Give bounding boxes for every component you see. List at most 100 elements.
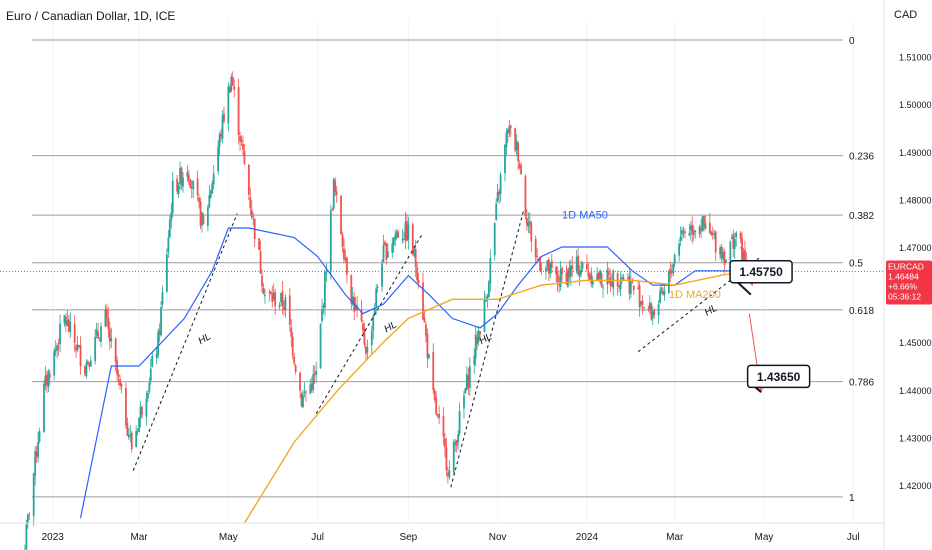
candle-body	[139, 406, 142, 418]
candle-body	[220, 133, 222, 137]
candle-body	[283, 307, 285, 310]
price-tag-countdown: 05:36:12	[888, 292, 921, 302]
candle-body	[141, 407, 143, 415]
candle-body	[678, 243, 681, 256]
candle-body	[44, 375, 47, 386]
candle-body	[26, 514, 29, 524]
candle-body	[559, 269, 562, 288]
candle-body	[411, 224, 414, 255]
candle-body	[288, 295, 291, 325]
candle-body	[56, 345, 59, 351]
candle-body	[228, 87, 231, 93]
candle-body	[305, 391, 307, 393]
candle-body	[610, 282, 613, 287]
candle-body	[300, 393, 303, 407]
candle-body	[221, 115, 224, 139]
candle-body	[48, 373, 51, 379]
trendline	[637, 256, 762, 353]
candle-body	[517, 142, 520, 162]
candle-body	[527, 222, 530, 227]
currency-label[interactable]: CAD	[894, 9, 918, 21]
candle-body	[78, 345, 80, 347]
ma50-line	[79, 227, 747, 519]
candle-body	[489, 258, 492, 284]
candle-body	[94, 336, 97, 362]
candle-body	[602, 287, 604, 289]
candle-body	[247, 164, 250, 195]
candle-body	[618, 285, 621, 288]
candle-body	[550, 260, 553, 269]
candle-body	[520, 165, 522, 175]
candle-body	[75, 345, 78, 351]
candle-body	[667, 271, 670, 294]
candle-body	[588, 275, 591, 280]
candle-body	[201, 212, 203, 226]
callout-label: 1.45750	[739, 265, 783, 279]
candle-body	[104, 309, 107, 327]
candle-body	[647, 308, 650, 310]
candle-body	[186, 172, 189, 177]
candle-body	[704, 223, 707, 229]
candle-body	[476, 336, 479, 345]
candle-body	[433, 390, 436, 400]
candle-body	[227, 86, 230, 124]
candle-body	[629, 281, 632, 295]
candle-body	[165, 254, 168, 292]
fib-label: 1	[849, 493, 855, 504]
price-tag	[886, 260, 932, 305]
candle-body	[526, 218, 528, 226]
candle-body	[237, 86, 240, 135]
candle-body	[362, 323, 364, 331]
candle-body	[114, 338, 117, 362]
x-tick-label: Sep	[399, 532, 417, 543]
candle-body	[555, 266, 558, 275]
candle-body	[397, 231, 400, 238]
fib-label: 0	[849, 36, 855, 47]
candle-body	[98, 340, 101, 342]
annotation-label: HL	[382, 319, 399, 335]
candle-body	[580, 269, 582, 274]
candle-body	[587, 271, 590, 277]
candle-body	[89, 360, 92, 367]
candle-body	[684, 231, 686, 234]
candle-body	[556, 272, 559, 283]
callout-box	[729, 259, 793, 284]
candle-body	[66, 320, 69, 327]
candle-body	[596, 273, 599, 281]
candle-body	[126, 422, 129, 436]
candle-body	[258, 238, 260, 250]
price-tag-change: +6.66%	[888, 282, 918, 292]
candle-body	[331, 209, 334, 211]
candle-body	[120, 384, 123, 387]
candle-body	[366, 347, 369, 353]
candle-body	[648, 302, 651, 310]
candle-body	[209, 190, 212, 198]
candle-body	[467, 375, 470, 388]
candle-body	[190, 187, 193, 189]
candle-body	[37, 442, 39, 458]
candle-body	[442, 416, 445, 437]
candle-body	[167, 237, 170, 253]
candle-body	[73, 323, 76, 343]
candle-body	[688, 232, 691, 236]
candle-body	[274, 291, 277, 307]
candle-body	[505, 132, 508, 148]
candle-body	[414, 249, 417, 267]
candle-body	[381, 263, 383, 287]
candle-body	[261, 275, 263, 287]
y-tick-label: 1.51000	[899, 53, 932, 63]
candle-body	[313, 373, 316, 375]
candle-body	[660, 288, 663, 291]
candle-body	[528, 221, 531, 224]
candle-body	[136, 430, 139, 432]
candle-body	[691, 224, 694, 235]
candle-body	[457, 433, 460, 443]
candle-body	[682, 231, 685, 233]
y-tick-label: 1.50000	[899, 100, 932, 110]
callout-label: 1.43650	[757, 370, 801, 384]
candle-body	[315, 370, 318, 376]
fib-label: 0.236	[849, 152, 874, 163]
price-tag-symbol: EURCAD	[888, 262, 924, 272]
candle-body	[466, 373, 468, 390]
